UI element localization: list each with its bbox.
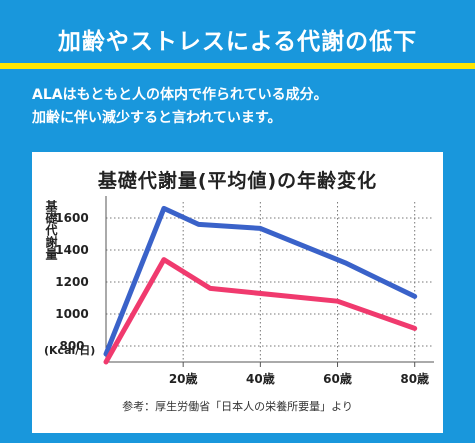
chart-panel: 800 1000 1200 1400 1600 20歳 40歳 60歳 80歳 基礎代謝量(平均…	[32, 152, 443, 433]
x-tick-label: 80歳	[400, 371, 429, 386]
x-tick-label: 20歳	[169, 371, 198, 386]
chart-source: 参考：厚生労働省「日本人の栄養所要量」より	[122, 400, 353, 413]
intro-line-1: ALAはもともと人の体内で作られている成分。	[32, 87, 328, 103]
chart-title: 基礎代謝量(平均値)の年齢変化	[97, 170, 378, 192]
y-axis-unit: (Kcal/日)	[44, 344, 96, 357]
series-line-1	[103, 205, 418, 357]
y-axis-label: 基礎代謝量	[44, 200, 58, 260]
chart-plot: 800 1000 1200 1400 1600 20歳 40歳 60歳 80歳	[55, 196, 434, 386]
accent-bar	[0, 63, 475, 69]
x-tick-label: 40歳	[246, 371, 275, 386]
y-tick-label: 1200	[55, 275, 88, 289]
y-tick-label: 1000	[55, 307, 88, 321]
intro-text: ALAはもともと人の体内で作られている成分。 加齢に伴い減少すると言われています…	[32, 84, 452, 130]
x-tick-label: 60歳	[323, 371, 352, 386]
y-tick-label: 800	[59, 339, 84, 353]
y-tick-label: 1400	[55, 243, 88, 257]
headline: 加齢やストレスによる代謝の低下	[57, 29, 418, 55]
intro-line-2: 加齢に伴い減少すると言われています。	[32, 110, 282, 126]
y-tick-label: 1600	[55, 211, 88, 225]
